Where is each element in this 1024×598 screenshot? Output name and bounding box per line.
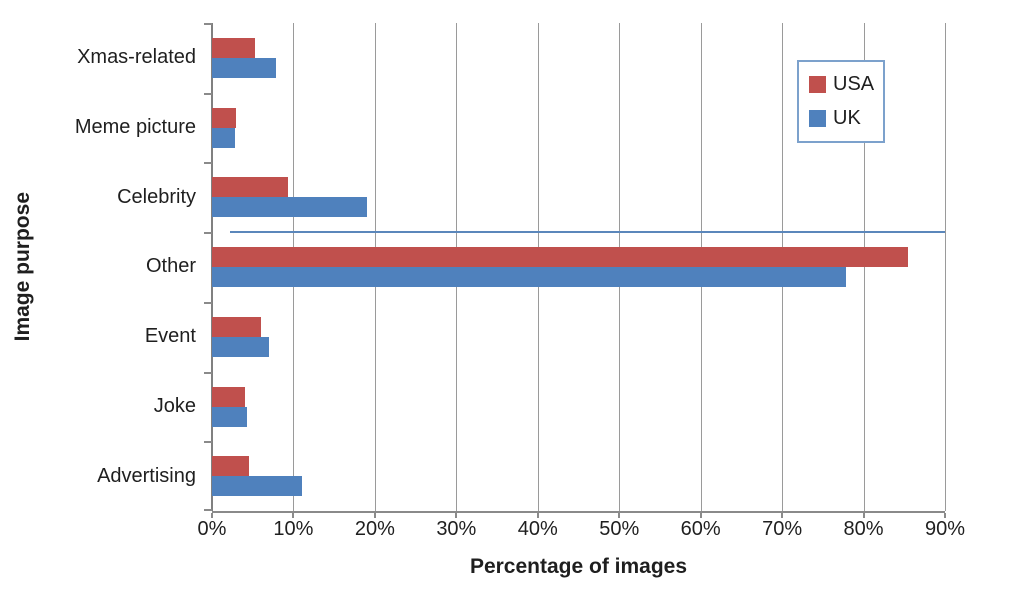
x-axis-tick (862, 513, 865, 518)
gridline (863, 23, 865, 511)
category-axis-labels: Xmas-related Meme picture Celebrity Other Ev… (0, 23, 196, 511)
x-axis-title: Percentage of images (469, 555, 688, 578)
x-tick-label-10pct: 10% (273, 518, 314, 540)
gridline (945, 23, 946, 511)
category-label-other: Other (145, 255, 196, 278)
x-axis-tick-labels: 0% 10% 20% 30% 40% 50% 60% 70% 80% 90% (198, 518, 965, 544)
bar-usa-meme-picture (212, 108, 236, 128)
x-tick-label-40pct: 40% (517, 518, 558, 540)
bar-uk-event (212, 337, 269, 357)
y-axis-tick (204, 302, 212, 304)
y-axis-tick (204, 93, 212, 95)
x-tick-label-90pct: 90% (924, 518, 966, 540)
legend-item-uk: UK (809, 107, 883, 130)
y-axis-tick (204, 232, 212, 234)
legend: USA UK (797, 60, 885, 143)
bar-uk-celebrity (212, 197, 367, 217)
y-axis-tick (204, 162, 212, 164)
x-axis-tick (455, 513, 458, 518)
x-axis-tick (292, 513, 295, 518)
bar-usa-other (212, 247, 909, 267)
legend-swatch-uk (809, 110, 826, 127)
bar-usa-event (212, 317, 261, 337)
x-axis-tick (699, 513, 702, 518)
y-axis-tick (204, 23, 212, 25)
y-axis-tick (204, 509, 212, 511)
bar-usa-advertising (212, 456, 249, 476)
bar-uk-advertising (212, 476, 302, 496)
plot-area (204, 23, 946, 518)
x-axis-tick (536, 513, 539, 518)
x-tick-label-70pct: 70% (762, 518, 803, 540)
x-axis-tick (618, 513, 621, 518)
category-label-xmas-related: Xmas-related (77, 46, 196, 69)
category-label-advertising: Advertising (97, 464, 196, 487)
x-axis-tick (211, 513, 213, 518)
x-tick-label-20pct: 20% (354, 518, 395, 540)
legend-label-uk: UK (833, 107, 861, 129)
bar-usa-xmas-related (212, 38, 256, 58)
bar-uk-joke (212, 407, 248, 427)
bar-uk-meme-picture (212, 128, 235, 148)
x-tick-label-30pct: 30% (436, 518, 477, 540)
category-label-meme-picture: Meme picture (74, 116, 196, 139)
x-tick-label-60pct: 60% (680, 518, 721, 540)
stray-line-artifact (229, 231, 945, 233)
x-tick-label-50pct: 50% (599, 518, 640, 540)
category-label-event: Event (144, 325, 196, 348)
x-tick-label-0pct: 0% (197, 518, 227, 540)
y-axis-tick (204, 441, 212, 443)
category-label-joke: Joke (153, 394, 196, 417)
legend-item-usa: USA (809, 73, 883, 96)
bar-uk-other (212, 267, 846, 287)
bar-usa-celebrity (212, 177, 288, 197)
x-axis-tick (781, 513, 784, 518)
y-axis-tick (204, 372, 212, 374)
legend-label-usa: USA (833, 73, 875, 95)
bar-uk-xmas-related (212, 58, 276, 78)
legend-swatch-usa (809, 76, 826, 93)
x-axis-tick (944, 513, 946, 518)
x-tick-label-80pct: 80% (843, 518, 884, 540)
category-label-celebrity: Celebrity (117, 185, 196, 208)
bar-usa-joke (212, 387, 246, 407)
x-axis-tick (373, 513, 376, 518)
